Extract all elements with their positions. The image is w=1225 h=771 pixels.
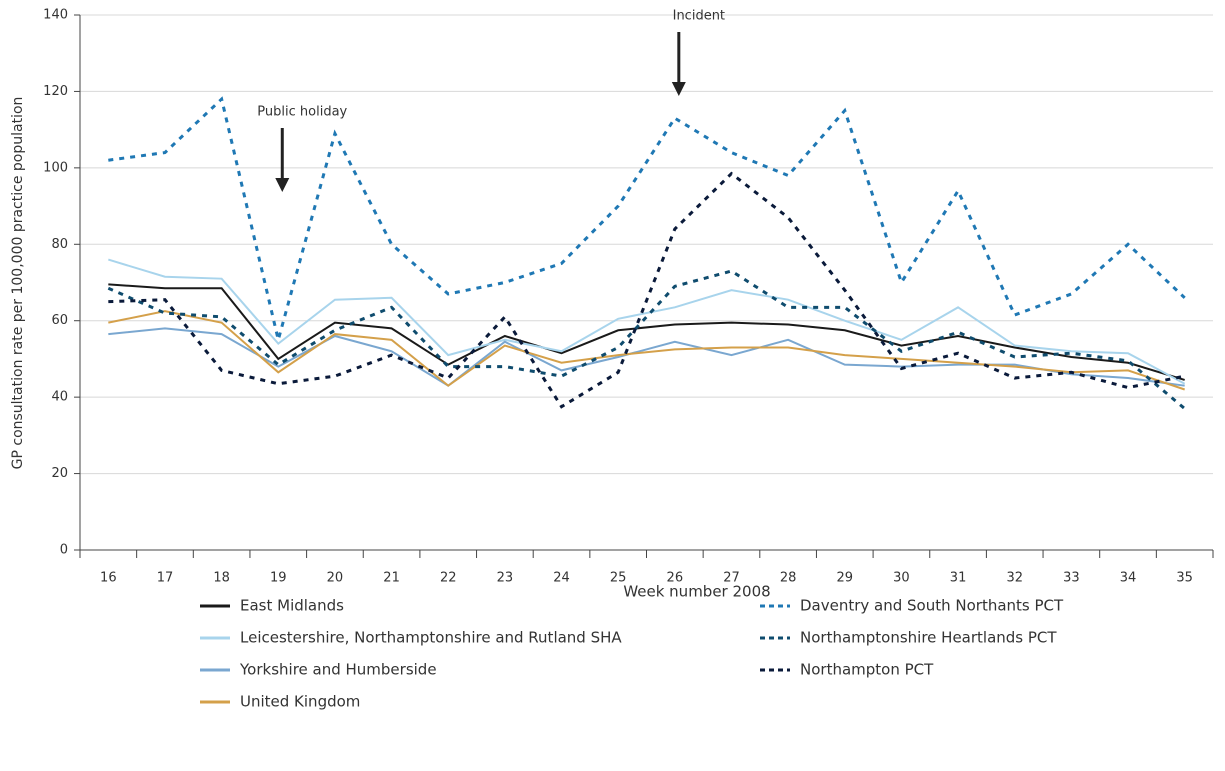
y-tick-label: 20 [51, 466, 68, 481]
x-tick-label: 16 [100, 571, 117, 586]
y-tick-label: 0 [60, 543, 68, 558]
y-tick-label: 140 [43, 8, 68, 23]
x-tick-label: 33 [1063, 571, 1080, 586]
x-tick-label: 24 [553, 571, 570, 586]
annotation-arrowhead [275, 178, 290, 192]
x-tick-label: 34 [1120, 571, 1137, 586]
annotation-text: Incident [673, 9, 725, 24]
y-tick-label: 100 [43, 160, 68, 175]
x-tick-label: 17 [157, 571, 174, 586]
x-tick-label: 21 [383, 571, 400, 586]
legend-label: Yorkshire and Humberside [239, 661, 437, 679]
legend-label: Northamptonshire Heartlands PCT [800, 629, 1057, 647]
y-tick-label: 120 [43, 84, 68, 99]
series-line [107, 269, 1186, 410]
legend-label: Leicestershire, Northamptonshire and Rut… [240, 629, 622, 647]
x-tick-label: 22 [440, 571, 457, 586]
x-tick-label: 31 [950, 571, 967, 586]
series-line [108, 96, 1186, 341]
legend-label: Northampton PCT [800, 661, 934, 679]
x-tick-label: 23 [497, 571, 514, 586]
x-tick-label: 29 [837, 571, 854, 586]
series-line [108, 310, 1185, 391]
y-tick-label: 60 [51, 313, 68, 328]
x-tick-label: 30 [893, 571, 910, 586]
x-tick-label: 28 [780, 571, 797, 586]
y-tick-label: 40 [51, 390, 68, 405]
x-tick-label: 27 [723, 571, 740, 586]
y-axis-label: GP consultation rate per 100,000 practic… [10, 97, 26, 470]
x-tick-label: 26 [667, 571, 684, 586]
legend-label: East Midlands [240, 597, 344, 615]
x-tick-label: 20 [327, 571, 344, 586]
x-tick-label: 35 [1176, 571, 1193, 586]
x-tick-label: 25 [610, 571, 627, 586]
legend-label: United Kingdom [240, 693, 360, 711]
series-line [108, 327, 1185, 387]
x-tick-label: 32 [1006, 571, 1023, 586]
annotation-text: Public holiday [257, 105, 347, 120]
y-tick-label: 80 [51, 237, 68, 252]
x-axis-label: Week number 2008 [623, 583, 770, 601]
x-tick-label: 19 [270, 571, 287, 586]
series-line [108, 171, 1185, 409]
x-tick-label: 18 [213, 571, 230, 586]
annotation-arrowhead [671, 82, 686, 96]
series-line [108, 283, 1185, 381]
legend-label: Daventry and South Northants PCT [800, 597, 1064, 615]
series-line [108, 258, 1186, 385]
